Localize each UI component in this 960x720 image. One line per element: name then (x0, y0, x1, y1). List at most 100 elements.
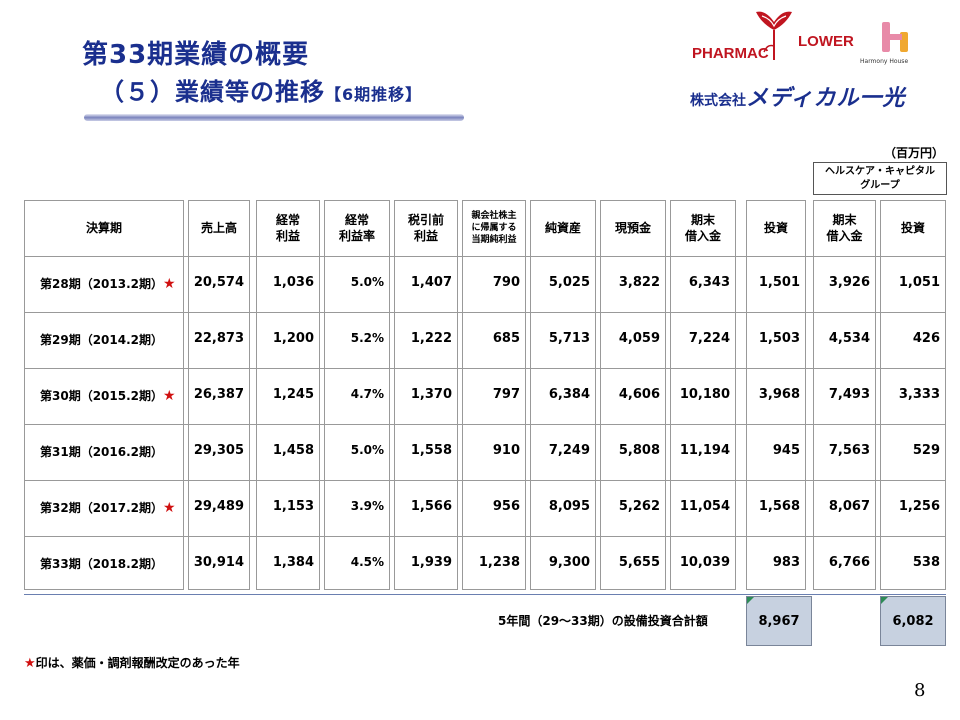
cell-hc_invest: 538 (912, 555, 940, 570)
cell-hc_borrow: 7,563 (828, 443, 870, 458)
group-header: ヘルスケア・キャピタル グループ (813, 162, 947, 195)
column-panel-sales (188, 200, 250, 590)
cell-net: 910 (492, 443, 520, 458)
header-cash-line: 現預金 (614, 221, 651, 235)
header-period-line: 決算期 (85, 221, 122, 235)
total-capex-label: 5年間（29～33期）の設備投資合計額 (498, 614, 708, 628)
star-icon: ★ (24, 656, 36, 671)
row-divider (24, 480, 946, 481)
cell-invest: 1,503 (758, 331, 800, 346)
header-sales: 売上高 (188, 220, 250, 236)
cell-ordinary: 1,384 (272, 555, 314, 570)
cell-rate: 3.9% (350, 499, 384, 513)
header-invest: 投資 (746, 220, 806, 236)
cell-rate: 4.5% (350, 555, 384, 569)
column-panel-invest (746, 200, 806, 590)
cell-net_assets: 7,249 (548, 443, 590, 458)
cell-pretax: 1,222 (410, 331, 452, 346)
star-icon: ★ (163, 276, 176, 292)
page-subtitle: （５）業績等の推移【6期推移】 (100, 72, 422, 107)
total-invest-box: 8,967 (746, 596, 812, 646)
cell-pretax: 1,566 (410, 499, 452, 514)
cell-cash: 5,655 (618, 555, 660, 570)
footnote: ★印は、薬価・調剤報酬改定のあった年 (24, 654, 240, 671)
harmony-house-logo-text: Harmony House (860, 58, 909, 65)
cell-net_assets: 9,300 (548, 555, 590, 570)
header-ordinary_rate: 経常 利益率 (324, 212, 390, 244)
cell-sales: 30,914 (193, 555, 244, 570)
cell-period: 第31期（2016.2期） (40, 443, 163, 460)
cell-cash: 5,808 (618, 443, 660, 458)
cell-period: 第28期（2013.2期）★ (40, 275, 176, 292)
row-divider (24, 536, 946, 537)
header-hc_borrow: 期末 借入金 (813, 212, 876, 244)
header-pretax-line: 税引前 (407, 213, 444, 227)
cell-rate: 5.0% (350, 443, 384, 457)
cell-borrow: 7,224 (688, 331, 730, 346)
title-underline (84, 114, 464, 121)
cell-hc_borrow: 4,534 (828, 331, 870, 346)
cell-net_assets: 6,384 (548, 387, 590, 402)
period-label: 第32期（2017.2期） (40, 501, 164, 515)
footnote-text: 印は、薬価・調剤報酬改定のあった年 (35, 656, 240, 670)
company-name: メディカル一光 (746, 86, 906, 111)
cell-sales: 22,873 (193, 331, 244, 346)
cell-net: 790 (492, 275, 520, 290)
cell-cash: 5,262 (618, 499, 660, 514)
cell-hc_invest: 426 (912, 331, 940, 346)
company-logo: 株式会社メディカル一光 (690, 80, 905, 112)
cell-sales: 29,489 (193, 499, 244, 514)
header-net_assets: 純資産 (530, 220, 596, 236)
cell-cash: 3,822 (618, 275, 660, 290)
header-invest-line: 投資 (763, 221, 788, 235)
cell-borrow: 10,180 (679, 387, 730, 402)
cell-hc_borrow: 6,766 (828, 555, 870, 570)
period-label: 第31期（2016.2期） (40, 445, 164, 459)
page-title: 第33期業績の概要 (82, 40, 310, 70)
cell-net_assets: 5,025 (548, 275, 590, 290)
header-net-line: 当期純利益 (471, 235, 517, 245)
cell-sales: 29,305 (193, 443, 244, 458)
cell-pretax: 1,939 (410, 555, 452, 570)
cell-hc_invest: 3,333 (898, 387, 940, 402)
header-borrow-line: 借入金 (684, 229, 721, 243)
total-hc-invest-value: 6,082 (892, 614, 934, 629)
cell-period: 第30期（2015.2期）★ (40, 387, 176, 404)
cell-hc_borrow: 7,493 (828, 387, 870, 402)
column-panel-net (462, 200, 526, 590)
column-panel-net_assets (530, 200, 596, 590)
period-label: 第33期（2018.2期） (40, 557, 164, 571)
column-panel-ordinary (256, 200, 320, 590)
cell-borrow: 6,343 (688, 275, 730, 290)
cell-invest: 3,968 (758, 387, 800, 402)
pharmac-logo-text: PHARMAC (692, 45, 769, 62)
total-hc-invest-box: 6,082 (880, 596, 946, 646)
cell-invest: 983 (772, 555, 800, 570)
header-net: 親会社株主 に帰属する 当期純利益 (462, 210, 526, 246)
company-kabushiki: 株式会社 (690, 93, 746, 109)
column-panel-hc_invest (880, 200, 946, 590)
header-cash: 現預金 (600, 220, 666, 236)
subtitle-period-note: 【6期推移】 (325, 85, 423, 104)
cell-borrow: 11,194 (679, 443, 730, 458)
column-panel-ordinary_rate (324, 200, 390, 590)
row-divider (24, 256, 946, 257)
header-net_assets-line: 純資産 (544, 221, 581, 235)
group-header-line2: グループ (860, 180, 900, 191)
cell-invest: 1,568 (758, 499, 800, 514)
cell-cash: 4,606 (618, 387, 660, 402)
column-panel-period (24, 200, 184, 590)
cell-ordinary: 1,200 (272, 331, 314, 346)
period-label: 第28期（2013.2期） (40, 277, 164, 291)
row-divider (24, 312, 946, 313)
header-net-line: に帰属する (471, 223, 517, 233)
cell-hc_invest: 1,256 (898, 499, 940, 514)
cell-ordinary: 1,153 (272, 499, 314, 514)
header-hc_invest-line: 投資 (900, 221, 925, 235)
cell-pretax: 1,370 (410, 387, 452, 402)
row-divider (24, 424, 946, 425)
cell-net: 685 (492, 331, 520, 346)
harmony-house-logo-icon (882, 22, 908, 52)
header-period: 決算期 (24, 220, 184, 236)
cell-net: 1,238 (478, 555, 520, 570)
